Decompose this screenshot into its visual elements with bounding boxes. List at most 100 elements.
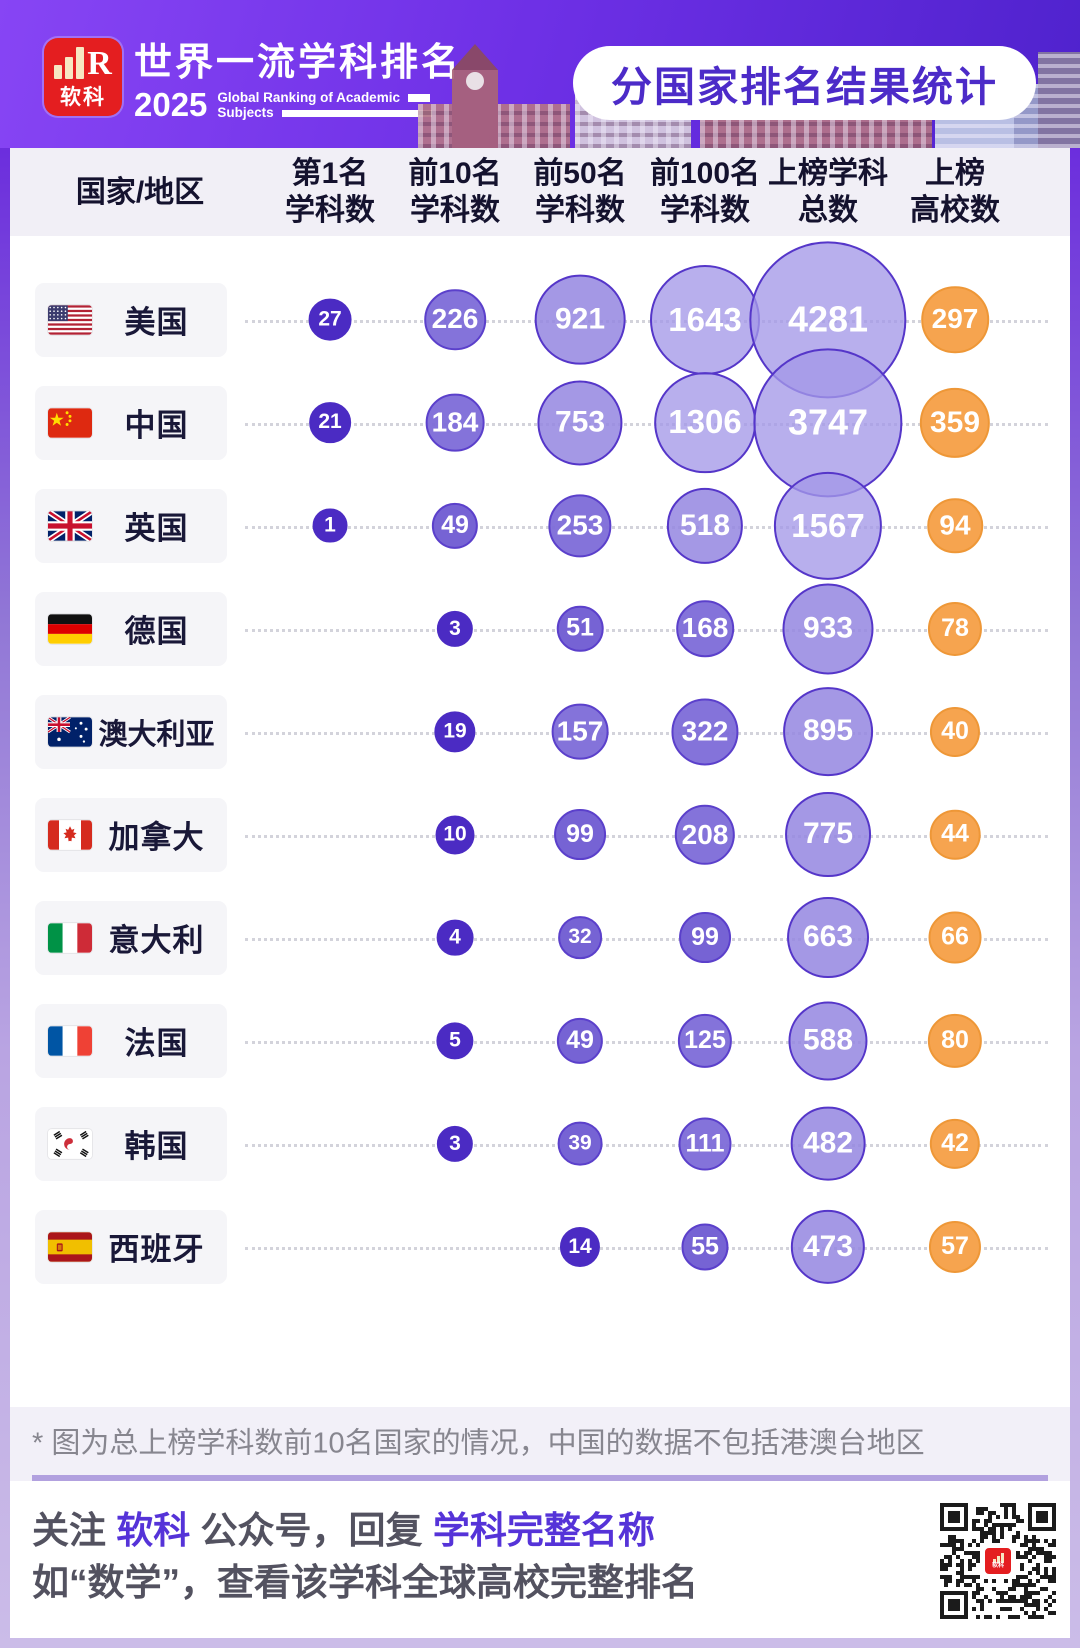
ruanke-logo: R 软科 — [44, 38, 122, 116]
bubble-上榜高校数: 78 — [927, 601, 983, 656]
bubble-上榜高校数: 359 — [919, 387, 991, 458]
bubble-前10名学科数: 3 — [436, 610, 474, 647]
bubble-上榜高校数: 57 — [928, 1220, 982, 1273]
table-row: 西班牙 14 55 473 57 — [10, 1195, 1070, 1298]
country-card: 西班牙 — [35, 1209, 227, 1284]
flag-icon-it — [48, 922, 92, 953]
bubble-前100名学科数: 518 — [666, 487, 744, 564]
flag-icon-au — [48, 716, 92, 747]
bubble-前50名学科数: 49 — [556, 1017, 604, 1064]
row-dotted-line — [245, 1040, 1048, 1044]
column-header-country: 国家/地区 — [75, 175, 205, 209]
bubble-上榜高校数: 66 — [928, 911, 982, 964]
country-card: 澳大利亚 — [35, 694, 227, 769]
column-header: 前50名 学科数 — [533, 157, 627, 227]
cta-text: 关注 软科 公众号，回复 学科完整名称 如“数学”，查看该学科全球高校完整排名 — [32, 1505, 698, 1609]
bubble-前10名学科数: 49 — [431, 502, 479, 549]
bubble-前10名学科数: 184 — [425, 393, 485, 452]
bubble-前10名学科数: 3 — [436, 1125, 474, 1162]
bubble-上榜学科总数: 482 — [790, 1106, 866, 1181]
country-name: 中国 — [124, 408, 189, 443]
country-card: 英国 — [35, 488, 227, 563]
bubble-前10名学科数: 5 — [436, 1021, 474, 1060]
bubble-前100名学科数: 208 — [674, 804, 736, 865]
footnote-text: * 图为总上榜学科数前10名国家的情况，中国的数据不包括港澳台地区 — [32, 1427, 925, 1460]
bubble-前10名学科数: 19 — [434, 710, 476, 753]
column-header: 上榜 高校数 — [910, 157, 1000, 227]
table-row: 意大利 4 32 99 663 66 — [10, 886, 1070, 989]
bubble-上榜高校数: 42 — [929, 1118, 981, 1169]
row-dotted-line — [245, 937, 1048, 941]
country-name: 澳大利亚 — [98, 718, 215, 751]
country-name: 韩国 — [124, 1129, 189, 1164]
bubble-前100名学科数: 168 — [676, 599, 734, 658]
bubble-前50名学科数: 157 — [551, 703, 609, 760]
table-row: 中国 21 184 753 1306 3747 359 — [10, 347, 1070, 498]
table-row: 德国 3 51 168 933 78 — [10, 577, 1070, 680]
bubble-前100名学科数: 125 — [677, 1013, 733, 1068]
bubble-上榜高校数: 80 — [927, 1013, 983, 1068]
column-header: 上榜学科 总数 — [768, 157, 888, 227]
country-card: 法国 — [35, 1003, 227, 1078]
country-card: 德国 — [35, 591, 227, 666]
bubble-上榜学科总数: 663 — [787, 896, 869, 979]
page-header: R 软科 世界一流学科排名 2025 Global Ranking of Aca… — [0, 0, 1080, 148]
bubble-前100名学科数: 99 — [679, 911, 731, 964]
bubble-第1名学科数: 27 — [308, 298, 352, 341]
row-dotted-line — [245, 1143, 1048, 1147]
row-dotted-line — [245, 731, 1048, 735]
flag-icon-es — [48, 1231, 92, 1262]
ranking-year: 2025 — [134, 86, 208, 123]
flag-icon-de — [48, 613, 92, 644]
flag-icon-cn — [48, 407, 92, 438]
row-dotted-line — [245, 422, 1048, 426]
cta-accent-text: 学科完整名称 — [432, 1510, 655, 1551]
country-name: 美国 — [124, 305, 189, 340]
bubble-上榜学科总数: 895 — [783, 686, 873, 777]
bubble-第1名学科数: 21 — [309, 401, 351, 444]
title-block: 世界一流学科排名 2025 Global Ranking of Academic… — [134, 42, 462, 122]
bubble-前50名学科数: 32 — [558, 915, 602, 960]
content-card: 国家/地区 第1名 学科数 前10名 学科数 前50名 学科数 前100名 学科数 上榜学科 总数… — [10, 148, 1070, 1638]
cta-accent-text: 软科 — [116, 1510, 191, 1551]
row-dotted-line — [245, 525, 1048, 529]
table-header-row: 国家/地区 第1名 学科数 前10名 学科数 前50名 学科数 前100名 学科数 上榜学科 总数… — [10, 148, 1070, 236]
cta-plain-text: 关注 — [32, 1510, 117, 1551]
bubble-前10名学科数: 4 — [436, 919, 474, 956]
country-card: 美国 — [35, 282, 227, 357]
column-header: 第1名 学科数 — [285, 157, 375, 227]
bubble-前50名学科数: 14 — [559, 1226, 601, 1267]
bubble-前50名学科数: 39 — [557, 1121, 603, 1166]
table-row: 美国 27 226 921 1643 4281 297 — [10, 240, 1070, 399]
bubble-前10名学科数: 10 — [435, 815, 475, 854]
country-card: 韩国 — [35, 1106, 227, 1181]
bubble-前10名学科数: 226 — [424, 288, 486, 351]
bubble-前50名学科数: 253 — [548, 493, 612, 558]
flag-icon-fr — [48, 1025, 92, 1056]
bubble-上榜学科总数: 473 — [790, 1209, 866, 1284]
flag-icon-ca — [48, 819, 92, 850]
country-card: 加拿大 — [35, 797, 227, 872]
row-dotted-line — [245, 319, 1048, 323]
country-name: 德国 — [124, 614, 189, 649]
row-dotted-line — [245, 834, 1048, 838]
page-title-cn: 世界一流学科排名 — [134, 42, 463, 84]
bubble-上榜学科总数: 933 — [782, 582, 874, 675]
country-name: 法国 — [124, 1026, 189, 1061]
bubble-前50名学科数: 753 — [537, 379, 623, 466]
table-row: 英国 1 49 253 518 1567 94 — [10, 471, 1070, 580]
country-name: 意大利 — [108, 923, 205, 958]
bubble-上榜学科总数: 1567 — [773, 471, 883, 580]
footnote-strip: * 图为总上榜学科数前10名国家的情况，中国的数据不包括港澳台地区 — [10, 1407, 1070, 1481]
cta-section: 关注 软科 公众号，回复 学科完整名称 如“数学”，查看该学科全球高校完整排名 软… — [10, 1481, 1070, 1638]
bubble-table: 美国 27 226 921 1643 4281 297 中国 21 184 753 1306 3747 3… — [10, 236, 1070, 1407]
qr-center-logo-icon: 软科 — [983, 1546, 1013, 1576]
bubble-前50名学科数: 99 — [554, 808, 606, 861]
bubble-上榜学科总数: 3747 — [753, 347, 903, 498]
bubble-上榜学科总数: 775 — [785, 791, 871, 878]
bubble-上榜学科总数: 588 — [788, 1000, 868, 1081]
bubble-前100名学科数: 55 — [681, 1222, 729, 1271]
bubble-第1名学科数: 1 — [312, 508, 348, 543]
table-row: 加拿大 10 99 208 775 44 — [10, 783, 1070, 886]
country-name: 加拿大 — [108, 820, 205, 855]
